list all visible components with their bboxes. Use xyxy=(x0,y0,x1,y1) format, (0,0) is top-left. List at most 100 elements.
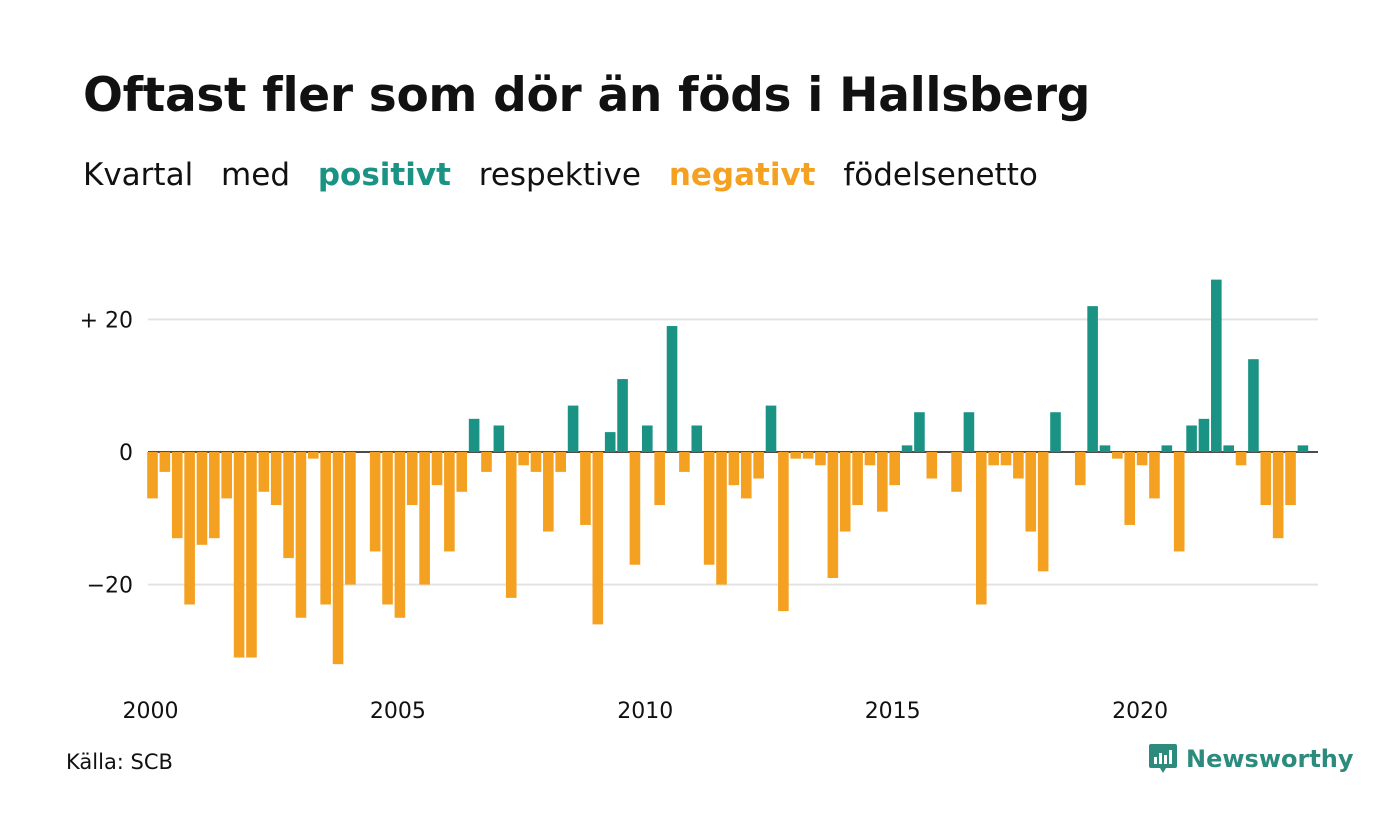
bar xyxy=(1186,425,1197,452)
bar-chart: + 20 0 −20 2000 2005 2010 2015 2020 xyxy=(80,279,1318,724)
bar xyxy=(1074,452,1086,486)
bar xyxy=(1050,412,1061,452)
bar xyxy=(815,452,826,466)
bar xyxy=(1235,452,1247,466)
bar xyxy=(209,452,220,539)
bar xyxy=(382,452,393,605)
bar xyxy=(221,452,233,499)
bar xyxy=(914,412,925,452)
bar xyxy=(926,452,938,479)
bar xyxy=(951,452,962,492)
subtitle-positive: positivt xyxy=(317,157,451,193)
bar xyxy=(555,452,567,472)
bar xyxy=(246,452,257,658)
bar xyxy=(270,452,282,506)
bar xyxy=(901,445,913,452)
chart-subtitle: Kvartal med positivt respektive negativt… xyxy=(83,157,1056,193)
y-tick-label: + 20 xyxy=(80,308,133,333)
x-tick-label: 2020 xyxy=(1112,699,1168,724)
bar xyxy=(171,452,183,539)
newsworthy-chart-bubble-icon xyxy=(1149,744,1177,773)
bar xyxy=(839,452,851,532)
bar xyxy=(753,452,764,479)
bar xyxy=(802,452,814,459)
subtitle-part-2: med xyxy=(221,157,290,193)
bar xyxy=(988,452,999,466)
bar xyxy=(394,452,406,618)
bar xyxy=(518,452,529,466)
bar xyxy=(147,452,158,499)
bar xyxy=(604,432,616,452)
bar xyxy=(740,452,752,499)
bar xyxy=(975,452,987,605)
bar xyxy=(283,452,294,559)
bar xyxy=(1297,445,1309,452)
bar xyxy=(790,452,802,459)
bar xyxy=(827,452,839,578)
bar xyxy=(493,425,505,452)
bar xyxy=(320,452,331,605)
bar xyxy=(592,452,604,625)
subtitle-part-1: Kvartal xyxy=(83,157,194,193)
bar xyxy=(505,452,517,598)
bar xyxy=(617,379,628,452)
bar xyxy=(543,452,554,532)
bar xyxy=(1000,452,1012,466)
bar xyxy=(1136,452,1148,466)
bar xyxy=(567,405,579,452)
bar xyxy=(691,425,703,452)
subtitle-negative: negativt xyxy=(668,157,816,193)
brand-name: Newsworthy xyxy=(1186,745,1354,773)
subtitle-part-3: respektive xyxy=(478,157,641,193)
x-tick-label: 2000 xyxy=(123,699,179,724)
bar xyxy=(877,452,888,512)
bar xyxy=(419,452,430,585)
bar xyxy=(963,412,975,452)
x-tick-label: 2015 xyxy=(865,699,921,724)
bar xyxy=(703,452,715,565)
bar xyxy=(1112,452,1123,459)
bar xyxy=(1124,452,1136,525)
bar xyxy=(184,452,195,605)
bar xyxy=(159,452,171,472)
bar xyxy=(679,452,690,472)
bar xyxy=(1173,452,1185,552)
subtitle-part-4: födelsenetto xyxy=(843,157,1038,193)
bar xyxy=(431,452,443,486)
bar xyxy=(1260,452,1272,506)
bar xyxy=(580,452,591,525)
bar xyxy=(406,452,418,506)
bar xyxy=(666,326,678,452)
bar xyxy=(444,452,455,552)
bar xyxy=(629,452,641,565)
bars xyxy=(147,279,1309,665)
bar xyxy=(716,452,727,585)
bar xyxy=(258,452,270,492)
bar xyxy=(1285,452,1296,506)
bar xyxy=(1248,359,1259,452)
source-note: Källa: SCB xyxy=(66,750,173,774)
chart-title: Oftast fler som dör än föds i Hallsberg xyxy=(83,68,1091,123)
bar xyxy=(889,452,900,486)
y-tick-label: −20 xyxy=(87,574,133,599)
bar xyxy=(1099,445,1111,452)
bar xyxy=(308,452,319,459)
bar xyxy=(481,452,492,472)
bar xyxy=(1025,452,1037,532)
bar xyxy=(1161,445,1173,452)
axis-labels: + 20 0 −20 2000 2005 2010 2015 2020 xyxy=(80,308,1169,724)
y-tick-label: 0 xyxy=(119,441,133,466)
bar xyxy=(1149,452,1160,499)
bar xyxy=(1198,418,1210,452)
bar xyxy=(1272,452,1284,539)
x-tick-label: 2005 xyxy=(370,699,426,724)
bar xyxy=(642,425,653,452)
bar xyxy=(1211,279,1222,452)
bar xyxy=(468,418,480,452)
bar xyxy=(1223,445,1234,452)
bar xyxy=(295,452,307,618)
bar xyxy=(852,452,863,506)
bar xyxy=(196,452,208,545)
bar xyxy=(332,452,344,665)
bar xyxy=(728,452,740,486)
